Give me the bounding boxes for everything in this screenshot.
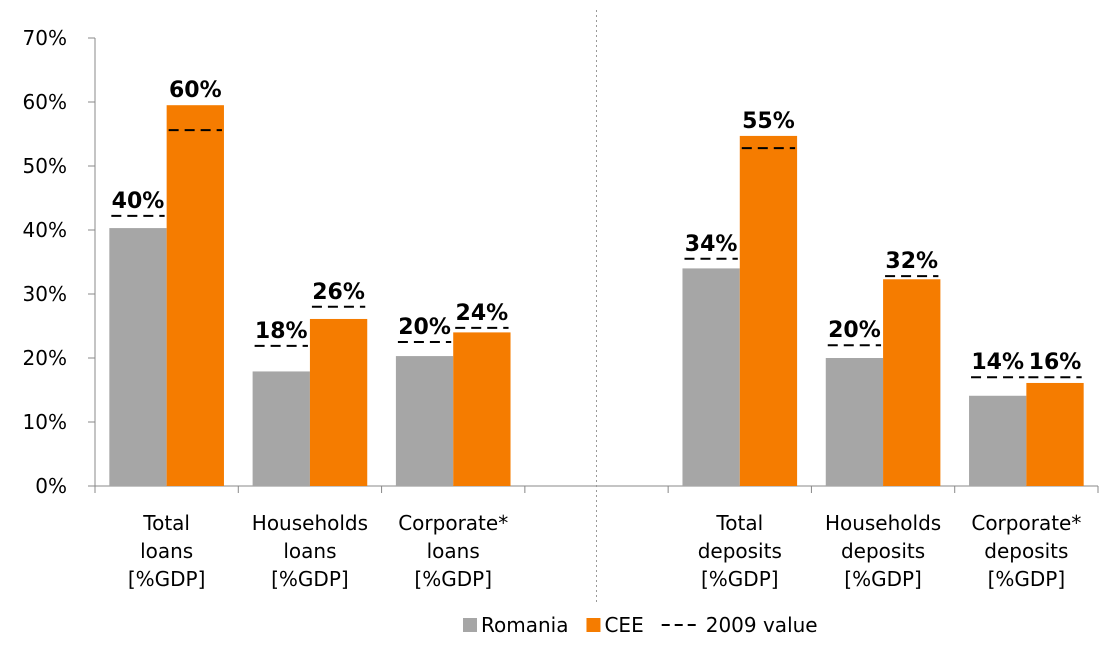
x-tick-label-line: Corporate* [971,511,1081,535]
x-tick-label: Total deposits [%GDP] [698,511,782,591]
x-tick-label-line: Households [252,511,368,535]
x-tick-label-line: Total [715,511,763,535]
y-tick-label: 60% [23,90,67,114]
legend-label: Romania [481,613,568,637]
x-tick-label-line: [%GDP] [844,567,922,591]
value-label: 20% [828,318,881,343]
y-tick-label: 50% [23,154,67,178]
bar [109,228,167,486]
value-label: 26% [312,280,365,305]
x-tick-label-line: [%GDP] [701,567,779,591]
x-tick-label-line: [%GDP] [271,567,349,591]
x-tick-label-line: Corporate* [398,511,508,535]
x-tick-label-line: Total [142,511,190,535]
value-label: 55% [742,109,795,134]
x-tick-label-line: loans [140,539,193,563]
x-tick-label-line: Households [825,511,941,535]
x-tick-label-line: [%GDP] [414,567,492,591]
bar [883,279,941,486]
bar [682,268,740,486]
x-tick-label-line: deposits [984,539,1068,563]
value-label: 18% [255,319,308,344]
x-tick-label-line: [%GDP] [988,567,1066,591]
legend-swatch [463,618,477,632]
value-label: 40% [112,189,165,214]
x-tick-label-line: loans [283,539,336,563]
y-tick-label: 0% [35,474,67,498]
y-tick-label: 30% [23,282,67,306]
x-tick-label-line: [%GDP] [128,567,206,591]
bar [1026,382,1084,486]
x-tick-label-line: deposits [698,539,782,563]
legend-swatch [586,618,601,632]
y-tick-label: 70% [23,26,67,50]
y-tick-label: 40% [23,218,67,242]
x-tick-label: Corporate* deposits [%GDP] [971,511,1081,591]
bar [395,356,454,486]
value-label: 20% [398,315,451,340]
y-tick-label: 10% [23,410,67,434]
bar [309,318,368,486]
x-tick-label: Corporate* loans [%GDP] [398,511,508,591]
x-tick-label-line: loans [427,539,480,563]
bar [969,395,1027,486]
legend-label: CEE [604,613,643,637]
value-label: 24% [456,301,509,326]
x-tick-label: Households deposits [%GDP] [825,511,941,591]
value-label: 32% [885,249,938,274]
value-label: 16% [1029,350,1082,375]
bar [739,135,798,487]
value-label: 14% [971,350,1024,375]
value-label: 60% [169,78,222,103]
bar [825,358,884,486]
bar [453,332,511,486]
value-label: 34% [685,232,738,257]
x-tick-label: Total loans [%GDP] [128,511,206,591]
x-tick-label-line: deposits [841,539,925,563]
x-tick-label: Households loans [%GDP] [252,511,368,591]
bar [252,371,310,486]
legend-label: 2009 value [706,613,818,637]
y-tick-label: 20% [23,346,67,370]
bar [166,105,224,486]
